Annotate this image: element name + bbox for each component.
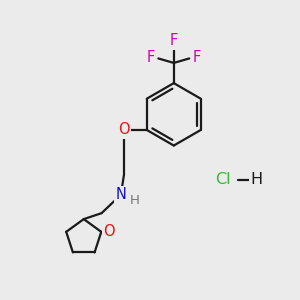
Text: O: O — [103, 224, 115, 239]
Text: H: H — [130, 194, 140, 207]
Text: F: F — [170, 33, 178, 48]
Text: F: F — [147, 50, 155, 65]
Text: Cl: Cl — [215, 172, 231, 187]
Text: O: O — [118, 122, 130, 137]
Text: H: H — [250, 172, 262, 187]
Text: F: F — [192, 50, 200, 65]
Text: N: N — [116, 187, 126, 202]
